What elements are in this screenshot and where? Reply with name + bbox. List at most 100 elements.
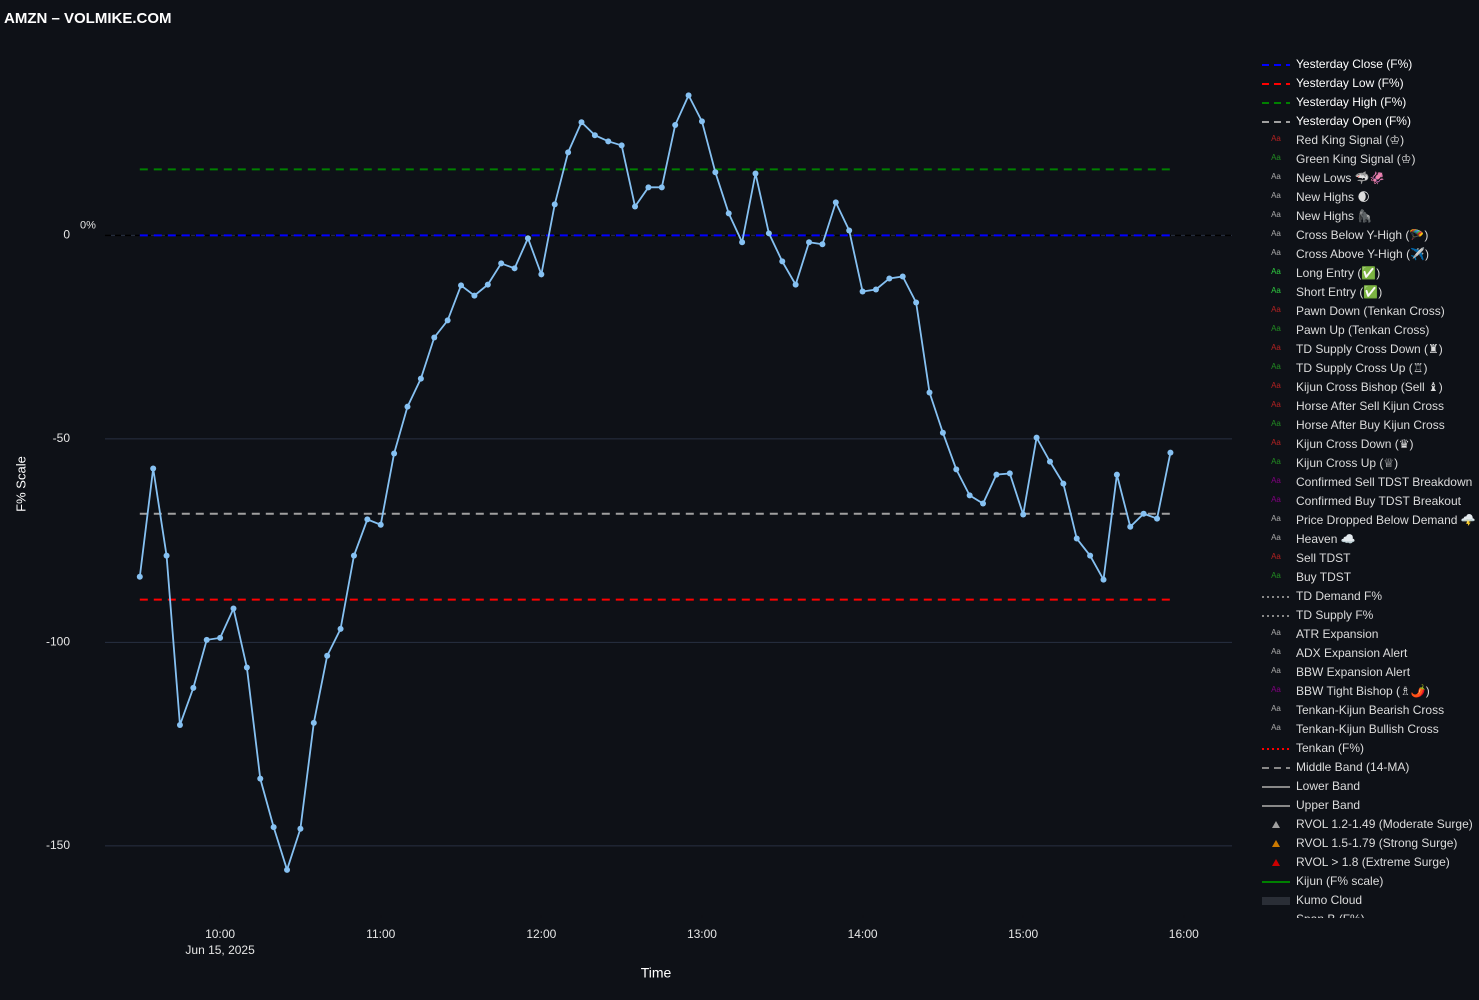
- price-point: [980, 500, 987, 507]
- legend-item[interactable]: TD Demand F%: [1262, 589, 1382, 603]
- legend-item[interactable]: Aa TD Supply Cross Down (♜): [1271, 342, 1443, 356]
- legend-item[interactable]: Aa Kijun Cross Down (♛): [1271, 437, 1413, 451]
- legend-item[interactable]: Aa Confirmed Sell TDST Breakdown: [1271, 475, 1472, 489]
- legend-swatch: Aa: [1271, 362, 1281, 371]
- price-point: [846, 227, 853, 234]
- legend-item[interactable]: Aa Pawn Down (Tenkan Cross): [1271, 304, 1445, 318]
- price-point: [230, 605, 237, 612]
- legend-label: Kijun Cross Down (♛): [1296, 437, 1413, 451]
- legend-item[interactable]: Lower Band: [1262, 779, 1360, 793]
- legend-item[interactable]: Aa Cross Below Y-High (🪂): [1271, 228, 1428, 242]
- legend-item[interactable]: Aa ATR Expansion: [1271, 627, 1378, 641]
- legend-label: Sell TDST: [1296, 551, 1351, 565]
- x-tick-label: 16:00: [1169, 927, 1199, 941]
- legend-item[interactable]: Aa Horse After Buy Kijun Cross: [1271, 418, 1445, 432]
- price-point: [498, 260, 505, 267]
- legend-item[interactable]: Yesterday Close (F%): [1262, 57, 1412, 71]
- legend-label: Long Entry (✅): [1296, 266, 1380, 280]
- price-point: [243, 664, 250, 671]
- legend-item[interactable]: Aa Kijun Cross Up (♕): [1271, 456, 1398, 470]
- legend-item[interactable]: RVOL > 1.8 (Extreme Surge): [1272, 855, 1450, 869]
- legend-item[interactable]: Yesterday High (F%): [1262, 95, 1406, 109]
- legend-label: Tenkan-Kijun Bullish Cross: [1296, 722, 1439, 736]
- price-point: [645, 184, 652, 191]
- legend-item[interactable]: Middle Band (14-MA): [1262, 760, 1409, 774]
- legend-label: Short Entry (✅): [1296, 285, 1382, 299]
- legend-item[interactable]: Aa BBW Expansion Alert: [1271, 665, 1411, 679]
- price-point: [712, 169, 719, 176]
- legend-swatch: Aa: [1271, 210, 1281, 219]
- legend-label: TD Demand F%: [1296, 589, 1382, 603]
- legend-item[interactable]: Aa Red King Signal (♔): [1271, 133, 1404, 147]
- legend-item[interactable]: Span B (F%): [1262, 912, 1365, 926]
- price-line: [138, 93, 1172, 873]
- legend-item[interactable]: Aa Heaven ☁️: [1271, 532, 1356, 546]
- legend-item[interactable]: Aa New Highs 🦍: [1271, 209, 1372, 223]
- legend-item[interactable]: Yesterday Low (F%): [1262, 76, 1404, 90]
- legend-item[interactable]: Aa New Highs 🌒: [1271, 190, 1370, 204]
- legend-item[interactable]: Aa Kijun Cross Bishop (Sell ♝): [1271, 380, 1443, 394]
- legend-label: Kumo Cloud: [1296, 893, 1362, 907]
- legend-item[interactable]: Aa Price Dropped Below Demand 🌩️: [1271, 513, 1476, 527]
- legend-swatch: Aa: [1271, 514, 1281, 523]
- legend-item[interactable]: Tenkan (F%): [1262, 741, 1364, 755]
- legend-item[interactable]: Aa Sell TDST: [1271, 551, 1351, 565]
- legend-item[interactable]: Aa Horse After Sell Kijun Cross: [1271, 399, 1444, 413]
- legend-swatch: Aa: [1271, 476, 1281, 485]
- price-point: [190, 684, 197, 691]
- legend-item[interactable]: Aa New Lows 🦈🦑: [1271, 171, 1385, 185]
- legend-swatch: Aa: [1271, 457, 1281, 466]
- legend-item[interactable]: Aa ADX Expansion Alert: [1271, 646, 1408, 660]
- price-point: [484, 281, 491, 288]
- legend-item[interactable]: Aa Pawn Up (Tenkan Cross): [1271, 323, 1429, 337]
- legend-item[interactable]: Kumo Cloud: [1262, 893, 1362, 907]
- legend-label: TD Supply F%: [1296, 608, 1374, 622]
- x-tick-label: 11:00: [366, 927, 395, 941]
- price-point: [431, 334, 438, 341]
- legend-swatch: Aa: [1271, 191, 1281, 200]
- legend-label: New Highs 🦍: [1296, 209, 1372, 223]
- legend-swatch: Aa: [1271, 324, 1281, 333]
- legend-swatch: Aa: [1271, 153, 1281, 162]
- price-point: [364, 516, 371, 523]
- price-point: [819, 241, 826, 248]
- legend-label: Cross Above Y-High (✈️): [1296, 246, 1429, 261]
- x-tick-label: 15:00: [1008, 927, 1038, 941]
- legend-swatch: Aa: [1271, 571, 1281, 580]
- legend-item[interactable]: TD Supply F%: [1262, 608, 1374, 622]
- price-point: [163, 552, 170, 559]
- legend-item[interactable]: Aa Long Entry (✅): [1271, 266, 1380, 280]
- legend-swatch: [1272, 821, 1280, 828]
- legend-item[interactable]: Aa Green King Signal (♔): [1271, 152, 1415, 166]
- legend-item[interactable]: Aa Cross Above Y-High (✈️): [1271, 246, 1429, 261]
- legend-swatch: Aa: [1271, 419, 1281, 428]
- legend-swatch: Aa: [1271, 343, 1281, 352]
- legend-label: Confirmed Buy TDST Breakout: [1296, 494, 1462, 508]
- legend-swatch: [1262, 897, 1290, 905]
- legend-item[interactable]: Kijun (F% scale): [1262, 874, 1383, 888]
- price-point: [444, 317, 451, 324]
- x-axis-title: Time: [641, 965, 672, 981]
- price-point: [859, 288, 866, 295]
- legend-item[interactable]: Aa BBW Tight Bishop (♗🌶️): [1271, 684, 1430, 698]
- price-point: [618, 142, 625, 149]
- legend-item[interactable]: Aa Short Entry (✅): [1271, 285, 1382, 299]
- legend-swatch: Aa: [1271, 666, 1281, 675]
- legend-item[interactable]: Upper Band: [1262, 798, 1360, 812]
- legend-item[interactable]: Aa Tenkan-Kijun Bearish Cross: [1271, 703, 1444, 717]
- legend-item[interactable]: RVOL 1.5-1.79 (Strong Surge): [1272, 836, 1457, 850]
- price-point: [591, 132, 598, 139]
- legend-item[interactable]: Aa Tenkan-Kijun Bullish Cross: [1271, 722, 1439, 736]
- legend-item[interactable]: RVOL 1.2-1.49 (Moderate Surge): [1272, 817, 1473, 831]
- legend-label: Kijun (F% scale): [1296, 874, 1383, 888]
- legend-label: Tenkan-Kijun Bearish Cross: [1296, 703, 1444, 717]
- legend-item[interactable]: Yesterday Open (F%): [1262, 114, 1411, 128]
- price-point: [176, 721, 183, 728]
- legend-item[interactable]: Aa TD Supply Cross Up (♖): [1271, 361, 1427, 375]
- legend-label: ADX Expansion Alert: [1296, 646, 1408, 660]
- legend-item[interactable]: Aa Confirmed Buy TDST Breakout: [1271, 494, 1462, 508]
- price-point: [471, 292, 478, 299]
- price-point: [458, 282, 465, 289]
- legend-item[interactable]: Aa Buy TDST: [1271, 570, 1352, 584]
- legend-label: Green King Signal (♔): [1296, 152, 1415, 166]
